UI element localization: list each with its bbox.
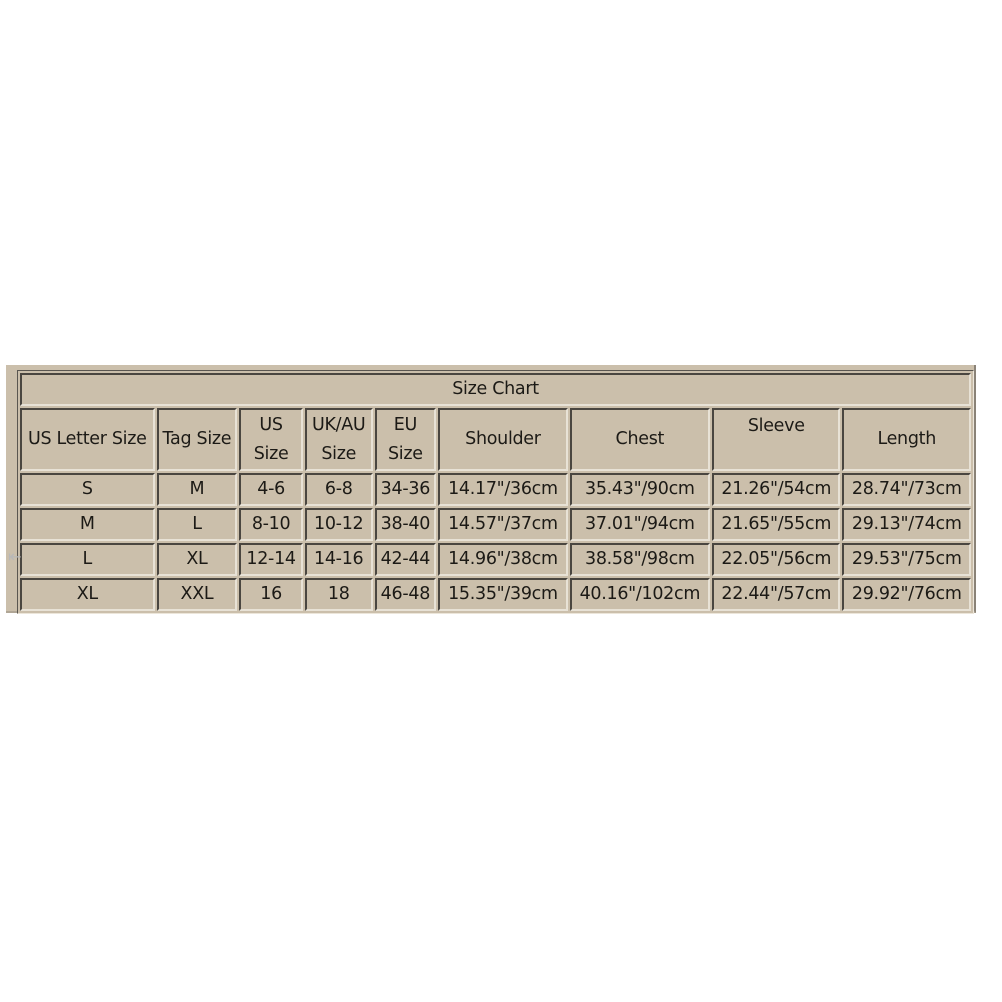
- table-cell: 29.13"/74cm: [842, 508, 971, 541]
- table-cell: 22.05"/56cm: [712, 543, 841, 576]
- table-cell: L: [20, 543, 155, 576]
- column-header-text: Sleeve: [747, 416, 805, 436]
- table-row: L XL 12-14 14-16 42-44 14.96"/38cm 38.58"/98cm…: [20, 543, 971, 576]
- column-header-text: Chest: [615, 429, 665, 449]
- size-chart-table: Size Chart US Letter Size Tag Size US Size U…: [17, 370, 974, 614]
- column-header-text: Length: [877, 429, 937, 449]
- table-row: S M 4-6 6-8 34-36 14.17"/36cm 35.43"/90cm 21.26…: [20, 473, 971, 506]
- table-title: Size Chart: [20, 373, 971, 406]
- table-row: XL XXL 16 18 46-48 15.35"/39cm 40.16"/102cm 22.…: [20, 578, 971, 611]
- column-header-text: Size: [321, 443, 357, 464]
- drag-arrow-icon: ⇤: [8, 547, 22, 566]
- table-cell: L: [156, 508, 238, 541]
- column-header: Length: [842, 408, 971, 471]
- table-cell: 14-16: [304, 543, 373, 576]
- column-header: Shoulder: [438, 408, 568, 471]
- table-cell: 46-48: [374, 578, 437, 611]
- table-cell: 21.26"/54cm: [712, 473, 841, 506]
- header-row: US Letter Size Tag Size US Size UK/AU Size EU S…: [20, 408, 971, 471]
- table-cell: 40.16"/102cm: [569, 578, 711, 611]
- column-header: US Letter Size: [20, 408, 155, 471]
- table-cell: 29.53"/75cm: [842, 543, 971, 576]
- table-cell: 35.43"/90cm: [569, 473, 711, 506]
- table-cell: 38.58"/98cm: [569, 543, 711, 576]
- table-cell: S: [20, 473, 155, 506]
- table-cell: 15.35"/39cm: [438, 578, 568, 611]
- table-cell: 4-6: [239, 473, 303, 506]
- table-cell: 29.92"/76cm: [842, 578, 971, 611]
- column-header-text: Size: [253, 443, 289, 464]
- table-cell: 22.44"/57cm: [712, 578, 841, 611]
- table-cell: 18: [304, 578, 373, 611]
- column-header-text: US: [259, 414, 283, 435]
- table-cell: 28.74"/73cm: [842, 473, 971, 506]
- table-cell: 42-44: [374, 543, 437, 576]
- table-cell: 12-14: [239, 543, 303, 576]
- size-chart-panel: Size Chart US Letter Size Tag Size US Size U…: [6, 365, 976, 614]
- table-cell: 21.65"/55cm: [712, 508, 841, 541]
- table-cell: 34-36: [374, 473, 437, 506]
- table-cell: 16: [239, 578, 303, 611]
- table-cell: M: [20, 508, 155, 541]
- column-header: Chest: [569, 408, 711, 471]
- column-header: EU Size: [374, 408, 437, 471]
- table-cell: 38-40: [374, 508, 437, 541]
- column-header: US Size: [239, 408, 303, 471]
- table-cell: XL: [156, 543, 238, 576]
- column-header-text: US Letter Size: [27, 429, 147, 449]
- table-cell: 14.96"/38cm: [438, 543, 568, 576]
- table-cell: 6-8: [304, 473, 373, 506]
- table-cell: 37.01"/94cm: [569, 508, 711, 541]
- table-cell: 8-10: [239, 508, 303, 541]
- column-header-text: UK/AU: [311, 414, 366, 435]
- column-header-text: Tag Size: [162, 429, 232, 449]
- column-header: Sleeve: [712, 408, 841, 471]
- table-row: M L 8-10 10-12 38-40 14.57"/37cm 37.01"/94cm 21…: [20, 508, 971, 541]
- column-header: Tag Size: [156, 408, 238, 471]
- column-header-text: Size: [387, 443, 423, 464]
- column-header: UK/AU Size: [304, 408, 373, 471]
- table-cell: 10-12: [304, 508, 373, 541]
- column-header-text: EU: [393, 414, 418, 435]
- table-cell: 14.17"/36cm: [438, 473, 568, 506]
- table-cell: M: [156, 473, 238, 506]
- column-header-text: Shoulder: [465, 429, 541, 449]
- table-cell: XL: [20, 578, 155, 611]
- table-cell: XXL: [156, 578, 238, 611]
- table-cell: 14.57"/37cm: [438, 508, 568, 541]
